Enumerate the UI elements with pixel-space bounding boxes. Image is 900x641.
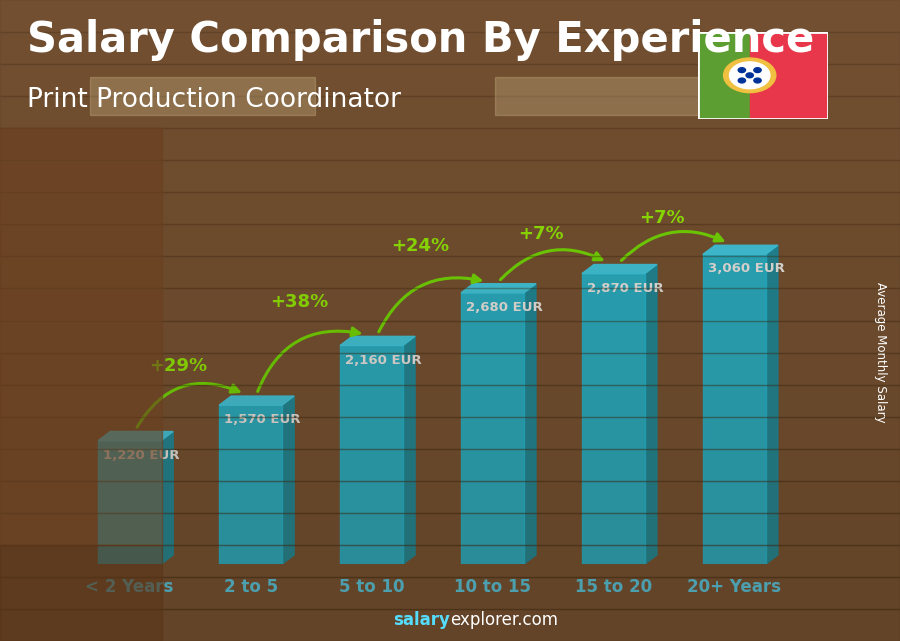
- Text: explorer.com: explorer.com: [450, 612, 558, 629]
- Text: 2,870 EUR: 2,870 EUR: [587, 281, 663, 295]
- Polygon shape: [340, 337, 415, 345]
- Bar: [0, 288, 900, 320]
- Polygon shape: [98, 440, 161, 564]
- Polygon shape: [220, 396, 294, 405]
- Bar: [0, 481, 900, 513]
- Polygon shape: [282, 396, 294, 564]
- Polygon shape: [403, 337, 415, 564]
- Circle shape: [746, 73, 753, 78]
- Polygon shape: [161, 431, 173, 564]
- Circle shape: [738, 78, 745, 83]
- Text: +24%: +24%: [391, 237, 449, 255]
- Text: 2,160 EUR: 2,160 EUR: [345, 354, 421, 367]
- Polygon shape: [461, 293, 524, 564]
- Bar: [0, 353, 900, 385]
- Text: +7%: +7%: [639, 209, 685, 227]
- Circle shape: [738, 68, 745, 72]
- Polygon shape: [582, 274, 644, 564]
- Bar: [0, 192, 900, 224]
- Bar: [0, 160, 900, 192]
- Text: 3,060 EUR: 3,060 EUR: [707, 262, 785, 276]
- Polygon shape: [703, 254, 766, 564]
- Bar: [0, 0, 900, 32]
- Bar: [0, 96, 900, 128]
- Text: +38%: +38%: [270, 293, 328, 311]
- Polygon shape: [644, 265, 657, 564]
- Bar: [698, 32, 750, 119]
- Bar: [0, 609, 900, 641]
- Bar: [0, 320, 900, 353]
- Bar: [750, 32, 828, 119]
- Bar: [0, 577, 900, 609]
- Bar: [0, 64, 900, 96]
- Bar: [0, 417, 900, 449]
- Polygon shape: [582, 265, 657, 274]
- Bar: [0, 545, 162, 641]
- Circle shape: [754, 68, 761, 72]
- Bar: [0, 128, 162, 545]
- Bar: [0, 32, 900, 64]
- Polygon shape: [524, 284, 536, 564]
- Polygon shape: [220, 405, 282, 564]
- Bar: [0, 256, 900, 288]
- Polygon shape: [98, 431, 173, 440]
- Text: 1,220 EUR: 1,220 EUR: [103, 449, 180, 462]
- Text: +7%: +7%: [518, 225, 563, 243]
- Text: Salary Comparison By Experience: Salary Comparison By Experience: [27, 19, 814, 62]
- Bar: [90, 77, 315, 115]
- Text: 1,570 EUR: 1,570 EUR: [224, 413, 301, 426]
- Bar: [0, 128, 900, 160]
- Text: +29%: +29%: [149, 357, 207, 375]
- Bar: [495, 77, 720, 115]
- Circle shape: [754, 78, 761, 83]
- Text: Print Production Coordinator: Print Production Coordinator: [27, 87, 401, 113]
- Bar: [0, 545, 900, 577]
- Polygon shape: [461, 284, 536, 293]
- Circle shape: [730, 62, 770, 88]
- Text: 2,680 EUR: 2,680 EUR: [466, 301, 543, 314]
- Text: salary: salary: [393, 612, 450, 629]
- Text: Average Monthly Salary: Average Monthly Salary: [874, 282, 886, 423]
- Bar: [0, 449, 900, 481]
- Polygon shape: [703, 246, 778, 254]
- Bar: [0, 224, 900, 256]
- Circle shape: [724, 58, 776, 93]
- Polygon shape: [766, 246, 778, 564]
- Polygon shape: [340, 345, 403, 564]
- Bar: [0, 513, 900, 545]
- Bar: [0, 385, 900, 417]
